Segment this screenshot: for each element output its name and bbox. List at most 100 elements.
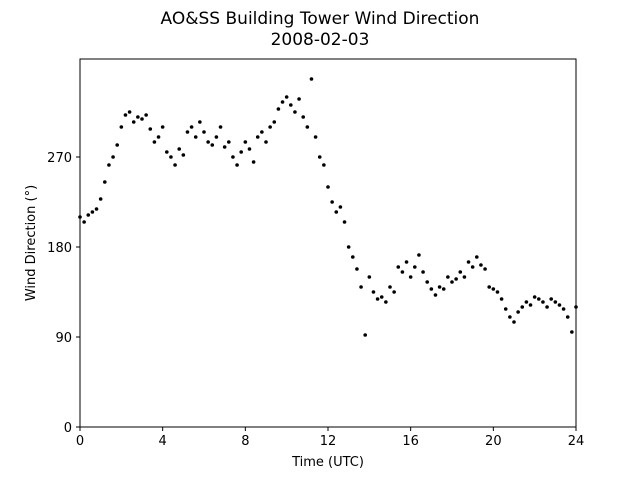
data-point [384,300,388,304]
data-point [160,125,165,129]
data-point [433,293,438,297]
data-point [541,300,545,304]
data-point [94,207,99,211]
data-point [532,295,537,299]
data-point [462,275,467,279]
data-point [255,135,260,139]
x-tick-label: 20 [485,434,502,449]
data-point [512,320,516,324]
data-point [156,135,161,139]
data-point [528,303,533,307]
data-point [173,163,177,167]
data-point [396,265,401,269]
data-point [508,315,512,319]
data-point [537,297,541,301]
data-point [289,103,293,107]
data-point [346,245,351,249]
data-point [276,107,281,111]
data-point [185,130,190,134]
x-tick-label: 4 [159,434,167,449]
data-point [425,280,430,284]
data-point [446,275,450,279]
x-tick-label: 8 [241,434,249,449]
data-point [305,125,310,129]
data-point [413,265,417,269]
data-point [367,275,372,279]
x-tick-label: 24 [568,434,585,449]
x-tick-label: 16 [402,434,419,449]
data-point [235,163,239,167]
x-axis-label: Time (UTC) [291,455,364,470]
y-tick-label: 0 [64,421,72,436]
data-point [111,155,115,159]
data-point [421,270,425,274]
data-point [264,140,268,144]
data-point [574,305,578,309]
data-point [371,290,376,294]
data-point [272,120,277,124]
data-point [503,307,508,311]
data-point [479,263,483,267]
data-point [342,220,347,224]
data-point [516,310,520,314]
data-point [144,113,148,117]
data-point [198,120,202,124]
data-point [495,290,500,294]
data-point [330,200,334,204]
data-point [152,140,157,144]
data-point [119,125,124,129]
data-point [553,300,558,304]
data-point [317,155,322,159]
data-point [136,115,140,119]
data-point [293,110,297,114]
data-point [210,143,215,147]
data-point [243,140,248,144]
data-point [520,305,525,309]
data-point [82,220,86,224]
chart-title: AO&SS Building Tower Wind Direction [161,9,480,29]
data-point [123,113,128,117]
data-point [524,300,529,304]
data-point [214,135,219,139]
data-point [487,285,492,289]
data-point [404,260,409,264]
data-point [483,267,487,271]
data-point [549,297,553,301]
y-tick-label: 270 [47,151,72,166]
data-point [131,120,136,124]
data-point [388,285,392,289]
data-point [268,125,272,129]
data-point [222,145,227,149]
data-point [454,277,458,281]
data-point [499,297,504,301]
data-point [218,125,223,129]
data-point [470,265,475,269]
data-point [247,147,252,151]
data-point [301,115,306,119]
x-tick-label: 12 [320,434,337,449]
data-point [437,285,442,289]
data-point [115,143,119,147]
data-point [177,147,181,151]
data-point [181,153,186,157]
y-tick-label: 90 [55,331,72,346]
data-point [169,155,173,159]
data-point [334,210,339,214]
data-point [363,333,368,337]
data-point [491,287,496,291]
data-point [251,160,256,164]
data-point [280,100,285,104]
data-point [565,315,570,319]
data-point [557,303,562,307]
data-point [297,97,301,101]
data-point [326,185,330,189]
data-point [165,150,169,154]
data-point [202,130,206,134]
data-point [429,287,434,291]
chart-subtitle: 2008-02-03 [271,30,370,50]
data-point [417,253,421,257]
data-point [189,125,194,129]
data-point [98,197,103,201]
data-point [379,295,384,299]
